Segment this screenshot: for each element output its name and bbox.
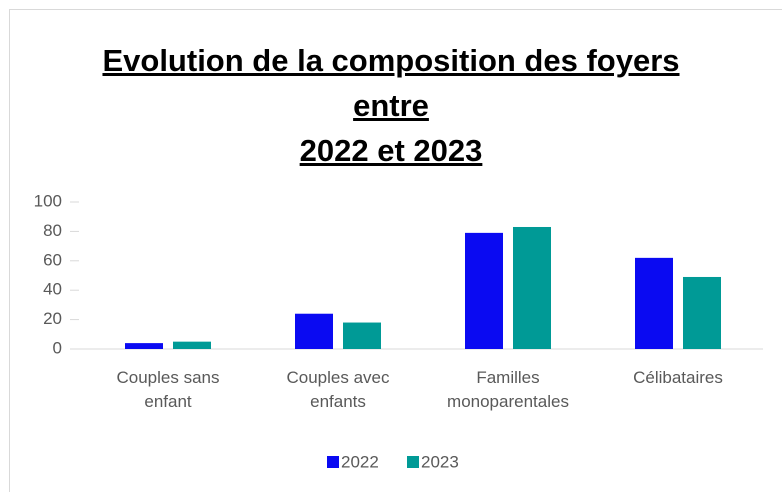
legend-swatch (327, 456, 339, 468)
x-tick-label: Couples sans enfant (116, 368, 220, 411)
bar (465, 232, 503, 349)
y-tick-label: 0 (53, 338, 62, 357)
bar (343, 322, 381, 349)
legend-label: 2023 (421, 452, 459, 471)
bar (635, 257, 673, 349)
y-tick-label: 20 (43, 309, 62, 328)
x-tick-label: Célibataires (633, 368, 723, 387)
x-tick-label: Familles monoparentales (447, 368, 569, 411)
legend-swatch (407, 456, 419, 468)
chart-title: Evolution de la composition des foyers e… (102, 43, 680, 168)
chart-frame (9, 9, 782, 492)
bar (173, 341, 211, 349)
bar (125, 343, 163, 349)
legend-label: 2022 (341, 452, 379, 471)
bar (683, 276, 721, 349)
y-tick-label: 80 (43, 221, 62, 240)
y-tick-label: 60 (43, 250, 62, 269)
bar (295, 313, 333, 349)
x-tick-label: Couples avec enfants (286, 368, 390, 411)
bar (513, 226, 551, 349)
y-tick-label: 100 (34, 191, 62, 210)
y-tick-label: 40 (43, 280, 62, 299)
